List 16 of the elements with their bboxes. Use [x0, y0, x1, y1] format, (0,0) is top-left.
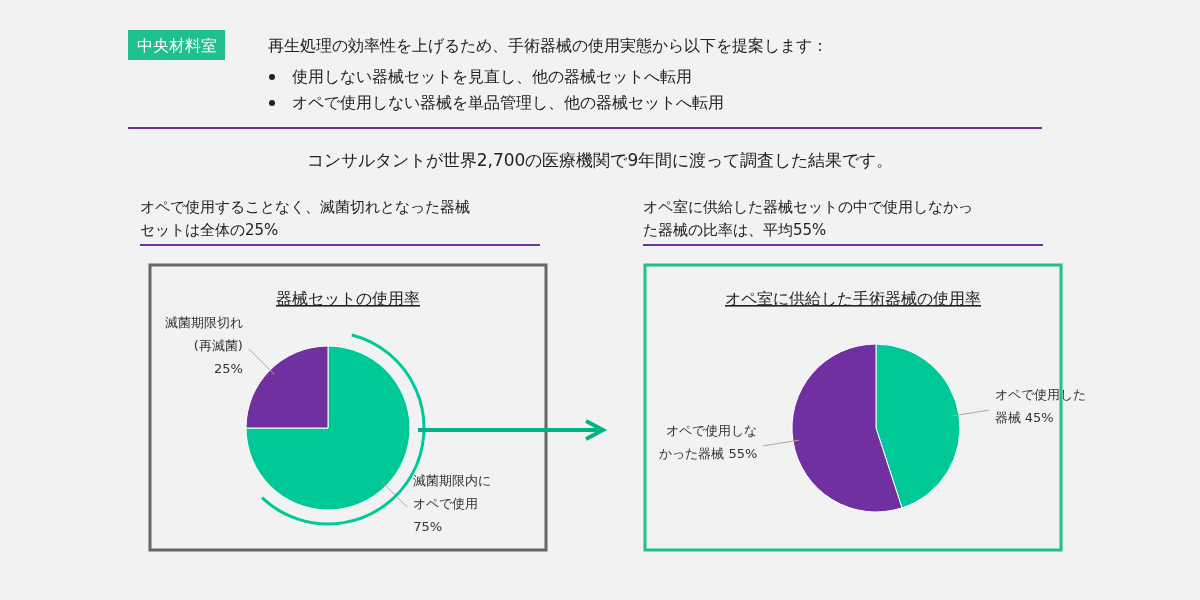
- pie-slice: [245, 345, 411, 511]
- text: オペで使用しない器械を単品管理し、他の器械セットへ転用: [292, 93, 724, 112]
- slice-label: 滅菌期限切れ(再滅菌): [164, 314, 243, 353]
- text: オペで使用することなく、滅菌切れとなった器械セットは全体の25%: [140, 198, 470, 239]
- slice-label: オペで使用した器械 45%: [994, 387, 1086, 426]
- text: 使用しない器械セットを見直し、他の器械セットへ転用: [292, 67, 692, 86]
- slice-label: オペで使用しなかった器械 55%: [659, 422, 758, 461]
- data-label: 25%: [213, 360, 243, 376]
- chart-title: オペ室に供給した手術器械の使用率: [725, 289, 981, 308]
- chart-title: 器械セットの使用率: [276, 289, 420, 308]
- text: コンサルタントが世界2,700の医療機関で9年間に渡って調査した結果です。: [306, 150, 894, 170]
- text: 再生処理の効率性を上げるため、手術器械の使用実態から以下を提案します：: [268, 36, 828, 55]
- text: 中央材料室: [136, 36, 217, 55]
- data-label: 75%: [413, 519, 443, 535]
- text: オペ室に供給した器械セットの中で使用しなかった器械の比率は、平均55%: [643, 198, 973, 239]
- slice-label: 滅菌期限内にオペで使用: [413, 473, 492, 512]
